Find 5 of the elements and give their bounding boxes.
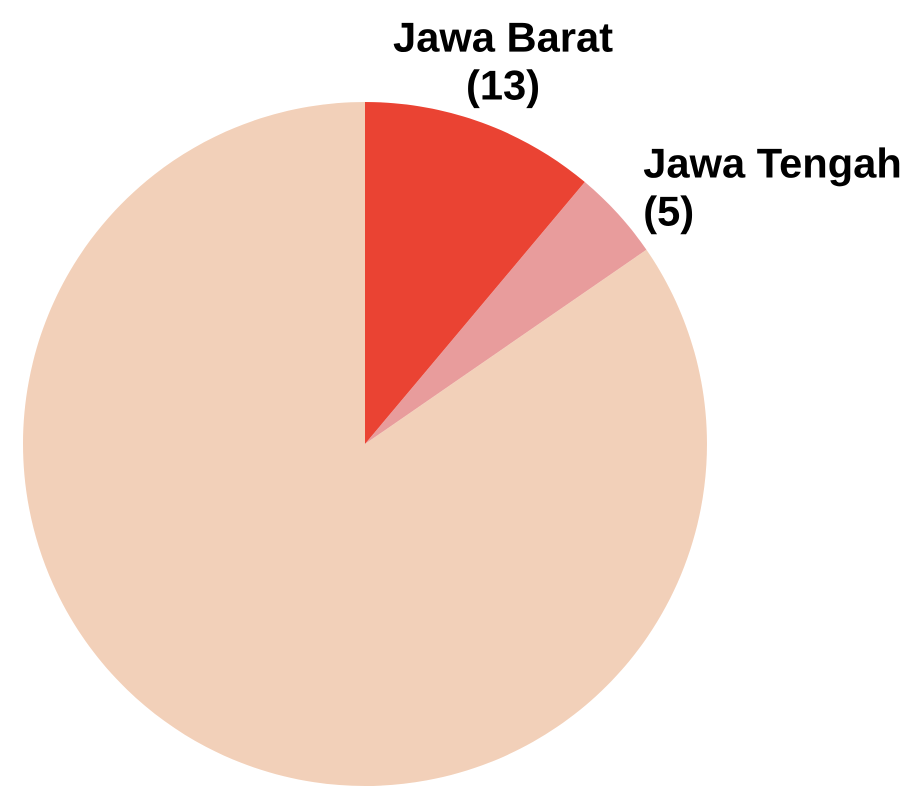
data-label: (13) xyxy=(468,69,538,108)
data-label: (5) xyxy=(645,195,692,234)
slice-label: Jawa Barat xyxy=(394,22,613,52)
pie-slice xyxy=(365,182,646,444)
slice-label: Jawa Tengah xyxy=(644,147,900,186)
